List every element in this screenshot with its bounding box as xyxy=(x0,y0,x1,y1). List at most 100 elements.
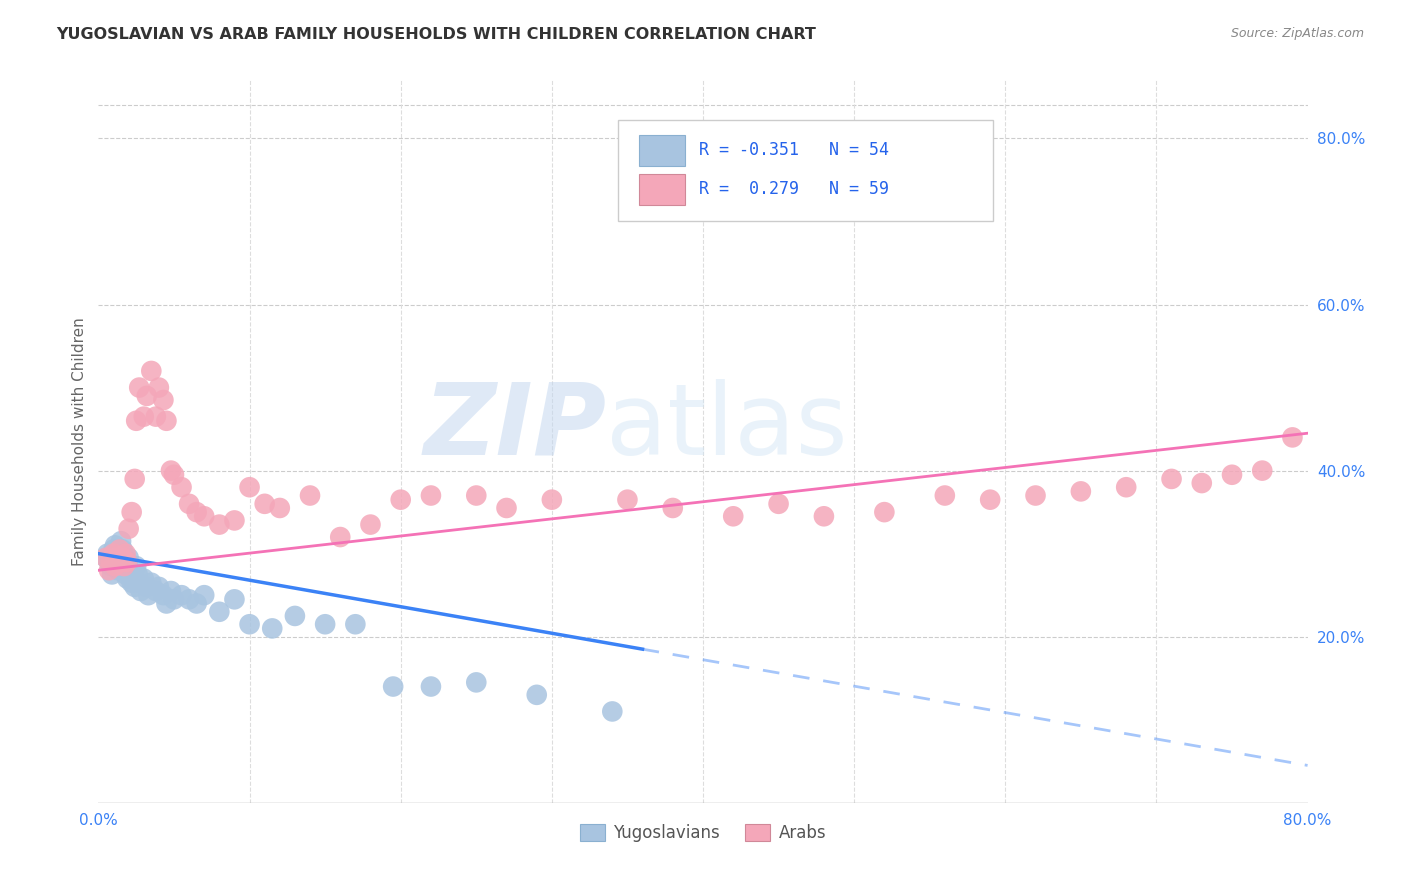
Point xyxy=(135,580,157,594)
Point xyxy=(98,555,121,569)
Point xyxy=(224,592,246,607)
Point xyxy=(145,409,167,424)
Point xyxy=(1281,430,1303,444)
Point xyxy=(299,489,322,503)
Point xyxy=(105,550,128,565)
Legend: Yugoslavians, Arabs: Yugoslavians, Arabs xyxy=(574,817,832,848)
Point xyxy=(269,500,291,515)
Bar xyxy=(638,174,685,204)
Point xyxy=(616,492,638,507)
Point xyxy=(262,621,284,635)
Point xyxy=(103,547,125,561)
Point xyxy=(314,617,336,632)
Point xyxy=(107,547,129,561)
Point xyxy=(344,617,367,632)
Text: ZIP: ZIP xyxy=(423,378,606,475)
Point xyxy=(160,584,183,599)
Point xyxy=(179,592,201,607)
Point xyxy=(148,580,170,594)
Point xyxy=(1024,489,1046,503)
Point xyxy=(125,559,148,574)
Point xyxy=(1070,484,1092,499)
Point xyxy=(155,597,177,611)
Point xyxy=(186,597,208,611)
Point xyxy=(121,575,143,590)
Point xyxy=(105,550,128,565)
Y-axis label: Family Households with Children: Family Households with Children xyxy=(72,318,87,566)
Text: Source: ZipAtlas.com: Source: ZipAtlas.com xyxy=(1230,27,1364,40)
Point xyxy=(112,559,135,574)
Point xyxy=(128,575,150,590)
Point xyxy=(114,547,136,561)
Point xyxy=(94,550,117,565)
Point xyxy=(121,505,143,519)
Point xyxy=(101,567,124,582)
Point xyxy=(465,489,488,503)
Point xyxy=(115,572,138,586)
Point xyxy=(122,567,145,582)
Point xyxy=(125,414,148,428)
Point xyxy=(127,567,149,582)
Point xyxy=(360,517,382,532)
Point xyxy=(934,489,956,503)
Point xyxy=(132,572,155,586)
Point xyxy=(768,497,790,511)
Point xyxy=(163,467,186,482)
Point xyxy=(540,492,562,507)
Point xyxy=(170,480,193,494)
Point xyxy=(104,538,127,552)
Point xyxy=(1191,476,1213,491)
Point xyxy=(114,550,136,565)
Point xyxy=(284,609,307,624)
Bar xyxy=(638,136,685,166)
Point xyxy=(420,680,443,694)
Point xyxy=(186,505,208,519)
Point xyxy=(239,617,262,632)
Point xyxy=(100,555,122,569)
Point xyxy=(124,580,146,594)
Point xyxy=(1160,472,1182,486)
Point xyxy=(141,575,163,590)
Point xyxy=(145,584,167,599)
Point xyxy=(114,567,136,582)
Point xyxy=(141,364,163,378)
Point xyxy=(239,480,262,494)
Point xyxy=(110,550,132,565)
Point xyxy=(110,534,132,549)
Point xyxy=(465,675,488,690)
Point xyxy=(208,517,231,532)
Point xyxy=(389,492,412,507)
Point xyxy=(100,559,122,574)
Point xyxy=(155,414,177,428)
Point xyxy=(208,605,231,619)
Point xyxy=(108,542,131,557)
Point xyxy=(224,513,246,527)
Point xyxy=(179,497,201,511)
Point xyxy=(120,563,142,577)
Text: R = -0.351   N = 54: R = -0.351 N = 54 xyxy=(699,141,890,159)
Text: YUGOSLAVIAN VS ARAB FAMILY HOUSEHOLDS WITH CHILDREN CORRELATION CHART: YUGOSLAVIAN VS ARAB FAMILY HOUSEHOLDS WI… xyxy=(56,27,815,42)
Point xyxy=(136,588,159,602)
Point xyxy=(124,472,146,486)
Point xyxy=(111,542,134,557)
Point xyxy=(103,559,125,574)
Point xyxy=(723,509,745,524)
Point xyxy=(96,547,118,561)
Point xyxy=(132,409,155,424)
Point xyxy=(115,555,138,569)
FancyBboxPatch shape xyxy=(619,120,993,221)
Point xyxy=(148,380,170,394)
Point xyxy=(382,680,405,694)
Point xyxy=(1220,467,1243,482)
Point xyxy=(329,530,352,544)
Point xyxy=(104,559,127,574)
Point xyxy=(873,505,896,519)
Point xyxy=(129,584,152,599)
Point xyxy=(163,592,186,607)
Point xyxy=(118,522,141,536)
Point xyxy=(128,380,150,394)
Point xyxy=(526,688,548,702)
Point xyxy=(94,550,117,565)
Point xyxy=(98,563,121,577)
Point xyxy=(107,563,129,577)
